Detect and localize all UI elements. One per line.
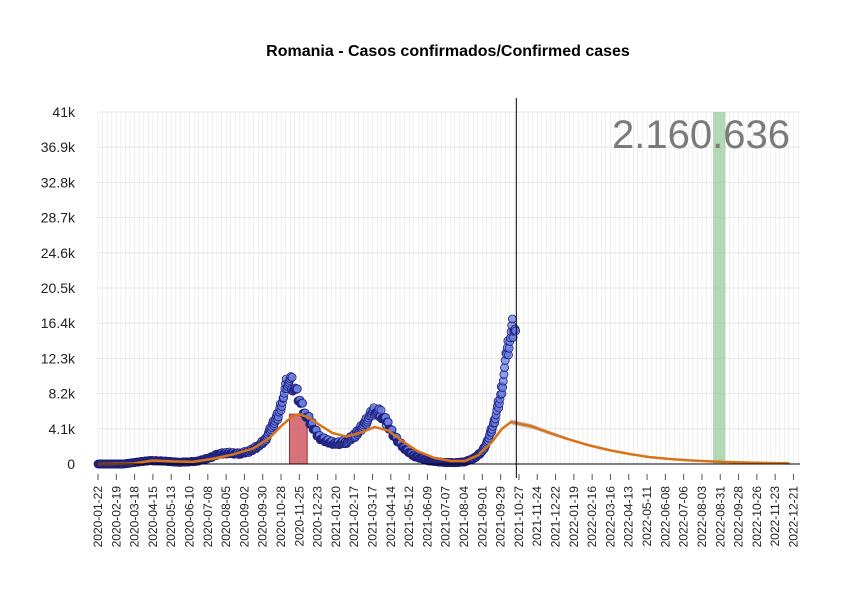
x-tick-label: 2022-11-23 bbox=[768, 486, 782, 547]
chart-title: Romania - Casos confirmados/Confirmed ca… bbox=[266, 43, 630, 60]
axes bbox=[98, 98, 800, 478]
x-tick-label: 2022-03-16 bbox=[603, 486, 617, 548]
x-tick-label: 2020-02-19 bbox=[109, 486, 123, 548]
x-tick-label: 2022-04-13 bbox=[622, 486, 636, 548]
red-highlight-band bbox=[289, 413, 308, 465]
y-tick-label: 36.9k bbox=[41, 139, 76, 155]
observed-point bbox=[287, 372, 297, 382]
x-tick-label: 2021-12-22 bbox=[549, 486, 563, 548]
x-tick-label: 2021-10-27 bbox=[512, 486, 526, 548]
x-tick-label: 2020-07-08 bbox=[201, 486, 215, 548]
fit-curve bbox=[97, 412, 790, 466]
x-tick-label: 2022-08-31 bbox=[713, 486, 727, 548]
x-tick-labels: 2020-01-22 2020-02-19 2020-03-18 2020-04-15… bbox=[91, 474, 800, 547]
x-tick-label: 2021-08-04 bbox=[457, 486, 471, 548]
observed-point bbox=[292, 384, 302, 394]
x-tick-label: 2021-07-07 bbox=[439, 486, 453, 548]
observed-point bbox=[511, 326, 521, 336]
x-tick-label: 2022-09-28 bbox=[732, 486, 746, 548]
x-tick-label: 2021-01-20 bbox=[329, 486, 343, 548]
observed-point bbox=[298, 398, 307, 408]
x-tick-label: 2021-05-12 bbox=[402, 486, 416, 548]
x-tick-label: 2022-01-19 bbox=[567, 486, 581, 548]
x-tick-label: 2021-11-24 bbox=[530, 486, 544, 547]
x-tick-label: 2021-04-14 bbox=[384, 486, 398, 548]
observed-point bbox=[508, 314, 517, 324]
total-cases-annotation: 2.160.636 bbox=[612, 113, 790, 157]
x-tick-label: 2020-06-10 bbox=[183, 486, 197, 548]
y-tick-label: 8.2k bbox=[49, 386, 76, 402]
x-tick-label: 2020-05-13 bbox=[164, 486, 178, 548]
x-tick-label: 2021-06-09 bbox=[420, 486, 434, 548]
x-tick-label: 2020-03-18 bbox=[128, 486, 142, 548]
x-tick-label: 2020-09-30 bbox=[256, 486, 270, 548]
x-tick-label: 2020-11-25 bbox=[292, 486, 306, 547]
x-tick-label: 2022-12-21 bbox=[786, 486, 800, 548]
grid bbox=[97, 111, 800, 465]
x-tick-label: 2021-09-29 bbox=[494, 486, 508, 548]
y-tick-label: 41k bbox=[52, 104, 76, 120]
y-tick-label: 4.1k bbox=[49, 421, 76, 437]
x-tick-label: 2020-04-15 bbox=[146, 486, 160, 548]
highlight-bands bbox=[289, 112, 726, 465]
x-tick-label: 2021-03-17 bbox=[366, 486, 380, 548]
y-tick-label: 24.6k bbox=[41, 245, 76, 261]
y-tick-label: 28.7k bbox=[41, 210, 76, 226]
x-tick-label: 2021-02-17 bbox=[347, 486, 361, 548]
x-tick-label: 2022-02-16 bbox=[585, 486, 599, 548]
y-tick-labels: 0 4.1k 8.2k 12.3k 16.4k 20.5k 24.6k 28.7k 32.8k 3… bbox=[41, 104, 76, 472]
x-tick-label: 2020-10-28 bbox=[274, 486, 288, 548]
x-tick-label: 2022-06-08 bbox=[658, 486, 672, 548]
fit-line bbox=[97, 412, 790, 466]
x-tick-label: 2022-07-06 bbox=[677, 486, 691, 548]
y-tick-label: 12.3k bbox=[41, 350, 76, 366]
x-tick-label: 2022-08-03 bbox=[695, 486, 709, 548]
y-tick-label: 32.8k bbox=[41, 174, 76, 190]
x-tick-label: 2020-12-23 bbox=[311, 486, 325, 548]
x-tick-label: 2022-05-11 bbox=[640, 486, 654, 547]
x-tick-label: 2021-09-01 bbox=[475, 486, 489, 548]
observed-point bbox=[376, 405, 386, 415]
y-tick-label: 20.5k bbox=[41, 280, 76, 296]
x-tick-label: 2020-08-05 bbox=[219, 486, 233, 548]
y-tick-label: 0 bbox=[67, 456, 75, 472]
green-highlight-band bbox=[713, 112, 726, 464]
x-tick-label: 2020-01-22 bbox=[91, 486, 105, 548]
y-tick-label: 16.4k bbox=[41, 315, 76, 331]
x-tick-label: 2020-09-02 bbox=[237, 486, 251, 548]
x-tick-label: 2022-10-26 bbox=[750, 486, 764, 548]
